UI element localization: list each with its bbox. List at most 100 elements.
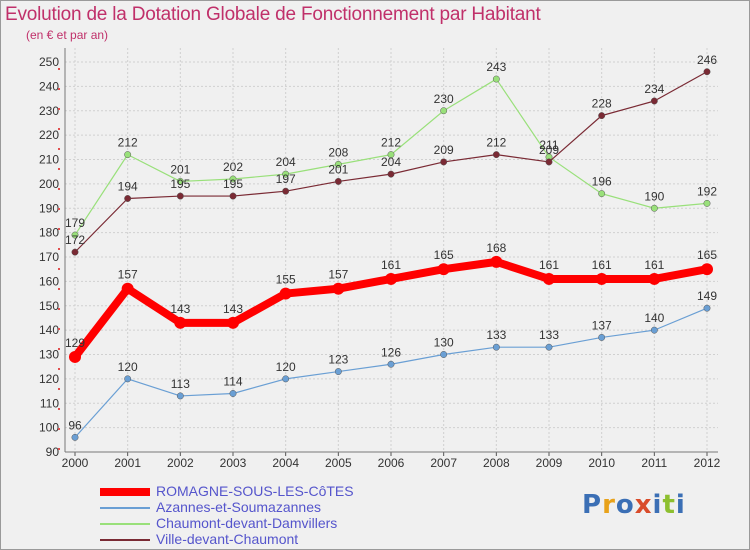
data-point (334, 160, 342, 168)
data-point (595, 272, 608, 285)
x-tick-label: 2005 (325, 456, 352, 470)
y-tick-label: 90 (46, 445, 60, 459)
y-tick-label: 140 (39, 323, 59, 337)
data-point (387, 170, 395, 178)
axes: 90 100 110 120 130 140 150 160 170 180 190 200 210 22… (39, 48, 721, 470)
legend-label: Azannes-et-Soumazannes (156, 499, 321, 515)
data-label: 133 (539, 328, 559, 342)
data-label: 161 (592, 258, 612, 272)
data-point (703, 199, 711, 207)
y-tick-label: 170 (39, 250, 59, 264)
x-tick-label: 2003 (220, 456, 247, 470)
data-label: 201 (328, 162, 348, 176)
data-label: 126 (381, 345, 401, 359)
data-point (69, 350, 81, 363)
data-point (334, 177, 342, 185)
data-point (490, 255, 503, 268)
data-point (598, 333, 606, 341)
data-label: 157 (328, 268, 348, 282)
data-point (121, 282, 134, 295)
data-point (440, 351, 448, 358)
data-label: 157 (118, 268, 138, 282)
data-point (437, 263, 450, 276)
data-label: 212 (486, 136, 506, 150)
data-label: 212 (381, 136, 401, 150)
y-tick-label: 160 (39, 274, 59, 288)
grid (65, 48, 718, 453)
legend-label: ROMAGNE-SOUS-LES-CôTES (156, 483, 354, 499)
data-label: 123 (328, 353, 348, 367)
data-label: 208 (328, 145, 348, 159)
data-point (492, 75, 500, 83)
data-label: 243 (486, 60, 506, 74)
logo-letter: t (662, 490, 676, 520)
y-tick-label: 110 (40, 396, 59, 410)
data-label: 114 (223, 375, 242, 389)
data-point (229, 390, 237, 397)
data-label: 204 (381, 155, 401, 169)
data-point (124, 375, 132, 383)
legend-swatch (100, 488, 150, 496)
logo-letter: i (652, 490, 663, 520)
data-point (124, 151, 132, 159)
legend-swatch (100, 523, 150, 525)
data-point (176, 177, 184, 185)
data-label: 137 (592, 318, 612, 332)
x-tick-label: 2001 (114, 456, 141, 470)
data-label: 120 (276, 360, 296, 374)
data-label: 195 (170, 177, 190, 191)
data-label: 165 (697, 248, 717, 262)
x-tick-label: 2007 (430, 456, 457, 470)
data-label: 143 (223, 302, 243, 316)
data-point (282, 375, 290, 383)
data-point (545, 158, 553, 166)
data-point (492, 151, 500, 159)
y-tick-label: 230 (39, 104, 59, 118)
data-point (124, 195, 132, 202)
legend-label: Ville-devant-Chaumont (156, 531, 299, 547)
data-label: 234 (644, 82, 664, 96)
y-tick-label: 150 (39, 299, 59, 313)
proxiti-logo: Proxiti (582, 490, 686, 520)
data-label: 168 (486, 241, 506, 255)
data-point (282, 187, 290, 195)
data-label: 161 (381, 258, 401, 272)
data-label: 96 (68, 418, 82, 432)
y-tick-label: 100 (39, 421, 59, 435)
data-point (279, 287, 292, 300)
y-tick-label: 250 (39, 55, 59, 69)
y-tick-label: 130 (39, 348, 59, 362)
data-label: 161 (644, 258, 664, 272)
y-tick-label: 210 (39, 153, 59, 167)
data-point (176, 192, 184, 200)
data-label: 190 (644, 189, 664, 203)
y-tick-label: 240 (39, 79, 59, 93)
data-label: 129 (65, 336, 85, 350)
legend-label: Chaumont-devant-Damvillers (156, 515, 338, 531)
data-point (174, 316, 187, 329)
data-label: 228 (592, 97, 612, 111)
data-point (71, 248, 79, 256)
x-tick-label: 2011 (641, 456, 667, 470)
y-tick-label: 120 (39, 372, 59, 386)
data-label: 212 (118, 136, 138, 150)
data-label: 197 (276, 172, 296, 186)
data-point (492, 343, 500, 351)
data-label: 179 (65, 216, 85, 230)
data-label: 209 (434, 143, 454, 157)
data-point (387, 151, 395, 159)
data-label: 172 (65, 233, 85, 247)
y-tick-label: 220 (39, 128, 59, 142)
data-point (703, 304, 711, 312)
data-point (648, 272, 661, 285)
data-label: 209 (539, 143, 559, 157)
series-layer (69, 68, 713, 441)
legend-swatch (100, 539, 150, 541)
logo-letter: i (675, 490, 686, 520)
data-label: 230 (434, 92, 454, 106)
y-tick-label: 180 (39, 226, 59, 240)
y-tick-label: 190 (39, 201, 59, 215)
x-tick-label: 2004 (272, 456, 299, 470)
chart-subtitle: (en € et par an) (26, 28, 109, 42)
